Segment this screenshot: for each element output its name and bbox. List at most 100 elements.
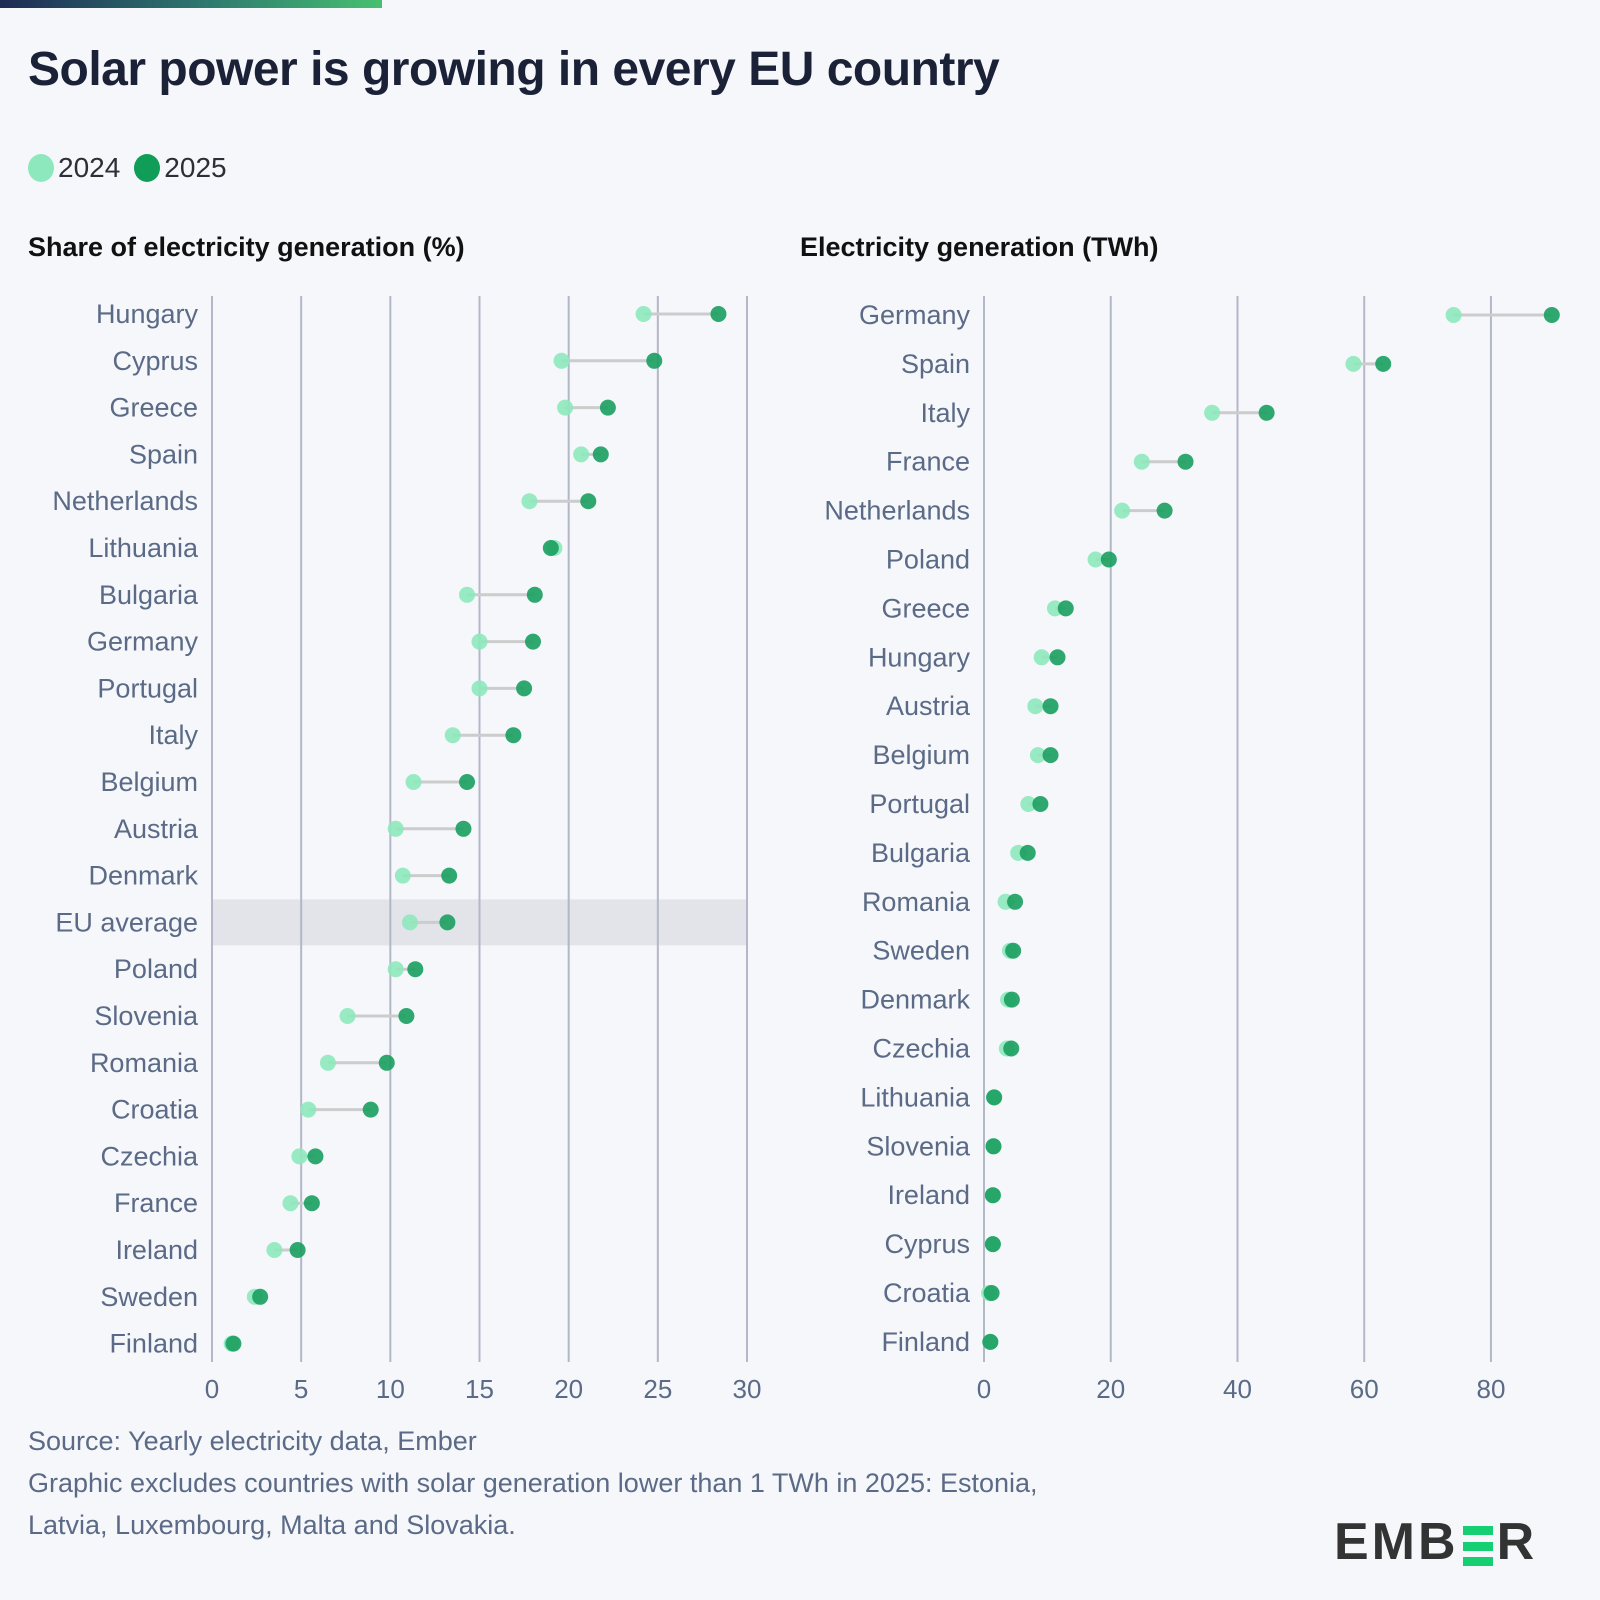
point-2025	[1042, 698, 1059, 715]
point-2024	[300, 1101, 317, 1118]
point-2024	[387, 961, 404, 978]
category-label: Portugal	[97, 673, 198, 703]
category-label: Czechia	[872, 1034, 971, 1064]
point-2024	[471, 680, 488, 697]
category-label: Sweden	[872, 936, 970, 966]
x-tick-label: 20	[1096, 1374, 1125, 1404]
point-2025	[526, 586, 543, 603]
category-label: Greece	[881, 593, 970, 623]
point-2024	[1445, 307, 1462, 323]
point-2025	[252, 1288, 269, 1305]
point-2024	[553, 352, 570, 369]
category-label: Bulgaria	[871, 838, 971, 868]
point-2025	[1543, 307, 1560, 323]
exclusion-note-line1: Graphic excludes countries with solar ge…	[28, 1468, 1038, 1498]
point-2025	[984, 1187, 1001, 1204]
category-label: Slovenia	[866, 1131, 971, 1161]
category-label: Netherlands	[52, 486, 198, 516]
point-2025	[986, 1089, 1003, 1106]
x-tick-label: 40	[1223, 1374, 1252, 1404]
point-2025	[599, 399, 616, 416]
point-2025	[1003, 991, 1020, 1008]
point-2024	[1020, 796, 1037, 812]
category-label: Lithuania	[860, 1082, 971, 1112]
category-label: Croatia	[111, 1095, 199, 1125]
category-label: Lithuania	[88, 533, 199, 563]
point-2025	[592, 446, 609, 463]
exclusion-note-line2: Latvia, Luxembourg, Malta and Slovakia.	[28, 1510, 516, 1540]
x-tick-label: 30	[733, 1374, 762, 1404]
point-2024	[521, 493, 538, 510]
point-2025	[398, 1008, 415, 1024]
point-2025	[1003, 1040, 1020, 1057]
category-label: Romania	[862, 887, 971, 917]
category-label: Ireland	[115, 1235, 198, 1265]
legend: 2024 2025	[28, 152, 227, 184]
point-2025	[984, 1236, 1001, 1253]
legend-swatch-2025	[134, 154, 161, 182]
category-label: Belgium	[872, 740, 970, 770]
category-label: Finland	[109, 1329, 198, 1359]
point-2024	[1087, 551, 1104, 568]
point-2024	[444, 727, 461, 744]
category-label: Portugal	[869, 789, 970, 819]
point-2025	[525, 633, 541, 650]
point-2025	[1057, 600, 1074, 617]
point-2024	[387, 820, 404, 837]
point-2025	[378, 1054, 395, 1071]
legend-swatch-2024	[28, 154, 54, 182]
point-2025	[1049, 649, 1066, 666]
point-2024	[401, 914, 418, 931]
logo-text-prefix: EMB	[1334, 1513, 1459, 1571]
point-2024	[471, 633, 488, 650]
point-2025	[1258, 404, 1275, 421]
point-2025	[1100, 551, 1117, 568]
point-2025	[303, 1195, 320, 1212]
point-2025	[505, 727, 522, 744]
point-2025	[1005, 942, 1022, 959]
left-panel-title: Share of electricity generation (%)	[28, 232, 465, 262]
chart-title: Solar power is growing in every EU count…	[28, 43, 1000, 96]
category-label: Denmark	[88, 861, 198, 891]
point-2024	[1345, 355, 1362, 372]
category-label: Hungary	[96, 299, 199, 329]
point-2024	[635, 306, 652, 322]
point-2024	[1027, 698, 1044, 715]
category-label: Sweden	[100, 1282, 198, 1312]
x-tick-label: 15	[465, 1374, 494, 1404]
category-label: Belgium	[100, 767, 198, 797]
point-2025	[516, 680, 533, 697]
point-2024	[1133, 453, 1150, 470]
logo-e-bars-icon	[1462, 1526, 1493, 1566]
point-2025	[1177, 453, 1194, 470]
point-2024	[557, 399, 574, 416]
x-tick-label: 80	[1476, 1374, 1505, 1404]
point-2024	[339, 1008, 356, 1024]
category-label: Netherlands	[824, 496, 970, 526]
category-label: Greece	[109, 393, 198, 423]
ember-logo: EMB R	[1334, 1512, 1537, 1572]
footer: Source: Yearly electricity data, Ember G…	[28, 1420, 1038, 1546]
category-label: Spain	[901, 349, 970, 379]
point-2024	[282, 1195, 299, 1212]
point-2025	[983, 1285, 1000, 1301]
x-tick-label: 0	[977, 1374, 991, 1404]
category-label: Romania	[90, 1048, 199, 1078]
point-2024	[266, 1242, 283, 1258]
point-2024	[459, 586, 476, 603]
category-label: France	[886, 447, 970, 477]
point-2025	[459, 774, 476, 790]
category-label: Hungary	[868, 642, 971, 672]
point-2025	[1019, 844, 1036, 861]
point-2025	[455, 820, 472, 837]
point-2025	[362, 1101, 379, 1118]
category-label: Denmark	[860, 985, 970, 1015]
category-label: Czechia	[100, 1141, 199, 1171]
point-2024	[1033, 649, 1050, 666]
category-label: Poland	[114, 954, 198, 984]
category-label: Germany	[87, 627, 199, 657]
legend-item-2024: 2024	[28, 152, 120, 184]
category-label: Poland	[886, 545, 970, 575]
point-2025	[225, 1335, 242, 1352]
dumbbell-charts: 0 5 10 15 20 25 30 Hungary Cyprus Greece Spain Neth…	[52, 296, 1560, 1404]
